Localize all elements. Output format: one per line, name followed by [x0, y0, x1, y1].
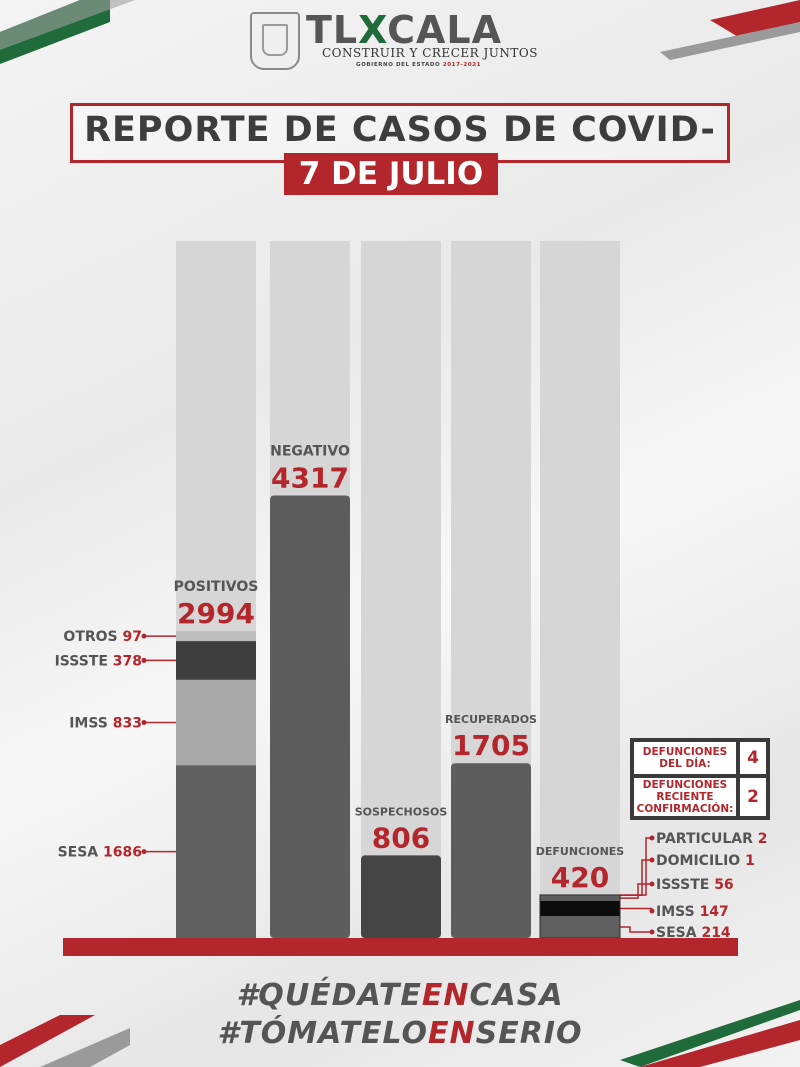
segment-label: SESA 1686 — [58, 845, 142, 861]
category-label: DEFUNCIONES — [536, 845, 625, 858]
value-label: 806 — [372, 821, 430, 854]
leader-dot — [649, 857, 655, 863]
segment-label: ISSSTE 56 — [656, 877, 734, 893]
bar-track — [540, 241, 620, 938]
bar-segment-positivos-sesa — [176, 765, 256, 938]
hashtag-take-seriously: #TÓMATELOENSERIO — [217, 1016, 583, 1051]
bar-negativo — [270, 495, 350, 938]
segment-label: SESA 214 — [656, 925, 731, 941]
leader-line — [620, 859, 652, 896]
leader-dot — [141, 657, 147, 663]
category-label: SOSPECHOSOS — [355, 805, 448, 818]
bar-segment-defunciones-imss — [540, 900, 620, 917]
deaths-summary-table: DEFUNCIONES DEL DÍA: 4 DEFUNCIONES RECIENT… — [630, 738, 770, 820]
bar-segment-defunciones-sesa — [540, 916, 620, 938]
deaths-today-label: DEFUNCIONES DEL DÍA: — [634, 742, 736, 774]
leader-line — [620, 926, 652, 933]
report-date: 7 DE JULIO — [298, 156, 484, 192]
chart-baseline — [63, 938, 738, 956]
segment-label: PARTICULAR 2 — [656, 831, 768, 847]
slogan: CONSTRUIR Y CRECER JUNTOS — [322, 46, 538, 60]
leader-dot — [141, 849, 147, 855]
deaths-recent-label: DEFUNCIONES RECIENTE CONFIRMACIÓN: — [634, 778, 736, 816]
brand-wordmark: TLXCALA — [306, 8, 503, 52]
leader-dot — [141, 633, 147, 639]
leader-line — [620, 837, 652, 896]
bar-segment-positivos-imss — [176, 679, 256, 766]
state-shield-logo — [250, 12, 300, 70]
bar-segment-positivos-otros — [176, 631, 256, 642]
category-label: RECUPERADOS — [445, 713, 537, 726]
bar-segment-positivos-issste — [176, 641, 256, 680]
leader-dot — [649, 835, 655, 841]
date-banner — [284, 153, 498, 195]
segment-label: IMSS 833 — [69, 715, 142, 731]
segment-label: IMSS 147 — [656, 904, 729, 920]
value-label: 420 — [551, 861, 609, 894]
leader-dot — [649, 908, 655, 914]
segment-label: DOMICILIO 1 — [656, 853, 755, 869]
deaths-today-value: 4 — [740, 742, 766, 774]
bar-track — [361, 241, 441, 938]
category-label: POSITIVOS — [174, 579, 259, 595]
segment-label: OTROS 97 — [63, 629, 142, 645]
leader-dot — [649, 929, 655, 935]
value-label: 4317 — [271, 462, 349, 495]
deaths-recent-value: 2 — [740, 778, 766, 816]
value-label: 2994 — [177, 597, 255, 630]
value-label: 1705 — [452, 729, 530, 762]
bar-recuperados — [451, 763, 531, 938]
leader-line — [620, 883, 652, 899]
slogan-sub: GOBIERNO DEL ESTADO 2017-2021 — [356, 62, 482, 68]
category-label: NEGATIVO — [270, 444, 350, 460]
hashtag-stay-home: #QUÉDATEENCASA — [236, 978, 564, 1013]
segment-label: ISSSTE 378 — [55, 653, 142, 669]
leader-dot — [649, 881, 655, 887]
leader-dot — [141, 719, 147, 725]
bar-segment-defunciones-issste — [540, 895, 620, 901]
bar-sospechosos — [361, 855, 441, 938]
